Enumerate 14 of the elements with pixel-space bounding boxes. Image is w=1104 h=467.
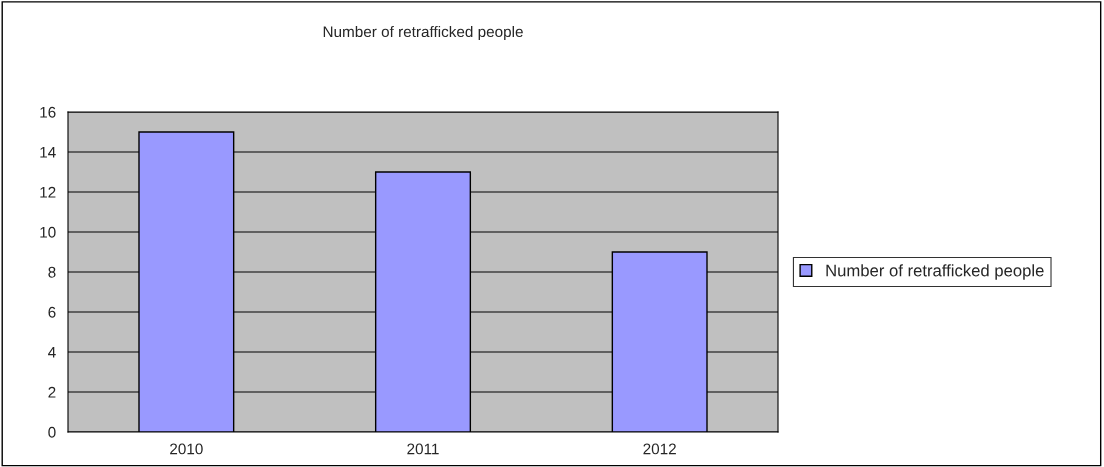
y-tick-label: 2 [48, 386, 56, 398]
x-tick-label: 2010 [170, 443, 203, 455]
y-tick-label: 6 [48, 306, 56, 318]
legend-label: Number of retrafficked people [826, 264, 1044, 280]
y-tick-label: 8 [48, 266, 56, 278]
chart-title: Number of retrafficked people [323, 25, 523, 41]
x-tick-label: 2012 [643, 443, 676, 455]
y-tick-label: 12 [40, 186, 56, 198]
x-tick-label: 2011 [407, 443, 439, 455]
y-tick-label: 0 [48, 426, 56, 438]
y-tick-label: 16 [40, 106, 56, 118]
y-tick-label: 4 [48, 347, 56, 358]
y-tick-label: 10 [40, 226, 56, 238]
y-tick-label: 14 [40, 147, 56, 158]
